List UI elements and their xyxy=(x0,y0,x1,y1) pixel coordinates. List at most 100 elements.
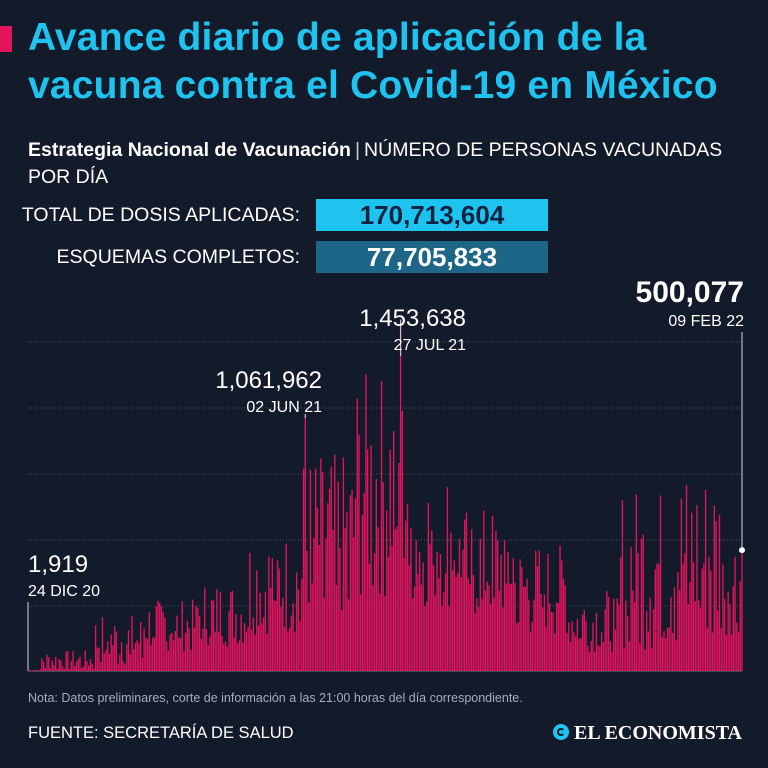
bar-358 xyxy=(647,631,650,671)
bar-410 xyxy=(737,631,740,671)
bar-140 xyxy=(269,588,272,671)
subtitle-strategy: Estrategia Nacional de Vacunación xyxy=(28,139,351,161)
bar-131 xyxy=(254,634,256,671)
bar-286 xyxy=(522,586,525,671)
bar-366 xyxy=(661,636,663,671)
bar-186 xyxy=(349,495,352,671)
bar-187 xyxy=(351,489,353,671)
bar-350 xyxy=(633,602,636,671)
bar-175 xyxy=(330,467,332,671)
bar-242 xyxy=(446,487,449,671)
bar-87 xyxy=(178,638,180,671)
bar-323 xyxy=(587,645,589,671)
bar-77 xyxy=(160,606,163,671)
bar-381 xyxy=(687,604,689,671)
bar-407 xyxy=(732,586,735,671)
bar-209 xyxy=(389,449,391,671)
subtitle-text: NÚMERO DE PERSONAS VACUNADAS POR DÍA xyxy=(28,139,723,188)
bar-275 xyxy=(503,540,506,671)
bar-68 xyxy=(145,637,147,671)
bar-213 xyxy=(396,526,398,671)
bar-197 xyxy=(368,563,371,671)
bar-93 xyxy=(188,628,190,671)
bar-63 xyxy=(136,640,138,671)
bar-288 xyxy=(526,579,528,671)
bar-385 xyxy=(694,601,696,671)
bar-91 xyxy=(185,632,187,671)
bar-20 xyxy=(61,666,64,671)
bar-194 xyxy=(363,492,365,671)
stat-total-value: 170,713,604 xyxy=(316,199,548,231)
bar-4 xyxy=(34,669,36,671)
bar-26 xyxy=(72,651,74,671)
bar-349 xyxy=(632,590,634,671)
bar-167 xyxy=(316,507,319,671)
bar-67 xyxy=(143,628,145,671)
bar-309 xyxy=(562,578,565,671)
bar-230 xyxy=(425,601,428,671)
bar-107 xyxy=(212,600,215,671)
bar-386 xyxy=(696,505,698,671)
bar-139 xyxy=(268,556,270,671)
bar-244 xyxy=(450,532,452,671)
bar-145 xyxy=(278,568,280,671)
annotation-dot-3 xyxy=(739,547,745,554)
bar-392 xyxy=(706,627,709,671)
bar-357 xyxy=(646,611,648,671)
bar-212 xyxy=(394,529,397,671)
bar-121 xyxy=(237,643,239,671)
bar-169 xyxy=(320,458,322,671)
bar-97 xyxy=(195,605,197,671)
bar-304 xyxy=(554,633,556,671)
bar-337 xyxy=(611,651,613,671)
bar-101 xyxy=(202,628,204,671)
bar-264 xyxy=(484,590,487,671)
bar-43 xyxy=(101,617,104,671)
bar-322 xyxy=(585,620,587,671)
bar-379 xyxy=(684,553,686,671)
bar-32 xyxy=(82,666,85,671)
bar-110 xyxy=(217,631,220,671)
bar-347 xyxy=(628,641,631,671)
bar-105 xyxy=(209,636,211,671)
bar-166 xyxy=(315,468,317,671)
bar-35 xyxy=(87,665,90,671)
bar-202 xyxy=(377,527,379,671)
bar-19 xyxy=(60,660,62,671)
bar-142 xyxy=(273,599,275,671)
bar-256 xyxy=(470,529,473,671)
bar-269 xyxy=(493,597,495,671)
bar-283 xyxy=(517,622,520,671)
bar-403 xyxy=(725,634,728,671)
bar-198 xyxy=(370,445,372,671)
brand-name: EL ECONOMISTA xyxy=(574,722,742,744)
bar-326 xyxy=(592,622,594,671)
bar-331 xyxy=(600,632,603,671)
bar-200 xyxy=(373,553,376,671)
bar-277 xyxy=(507,551,509,671)
bar-117 xyxy=(230,591,232,671)
bar-324 xyxy=(588,651,591,671)
bar-406 xyxy=(730,634,733,671)
bar-160 xyxy=(304,414,306,671)
bar-82 xyxy=(169,634,171,671)
bar-367 xyxy=(663,631,665,671)
bar-297 xyxy=(542,607,544,671)
bar-300 xyxy=(547,553,549,671)
bar-44 xyxy=(103,653,105,671)
bar-72 xyxy=(152,637,154,671)
source-text: FUENTE: SECRETARÍA DE SALUD xyxy=(28,724,294,742)
bar-33 xyxy=(84,650,86,671)
bar-312 xyxy=(568,622,570,671)
bar-25 xyxy=(70,661,72,671)
bar-147 xyxy=(282,597,284,671)
bar-176 xyxy=(332,530,334,671)
bar-394 xyxy=(710,570,712,671)
brand-logo: EL ECONOMISTA xyxy=(553,722,742,745)
bar-267 xyxy=(490,604,492,671)
bar-375 xyxy=(677,572,679,671)
bar-86 xyxy=(176,615,178,671)
bar-273 xyxy=(500,554,502,671)
bar-47 xyxy=(108,653,111,671)
